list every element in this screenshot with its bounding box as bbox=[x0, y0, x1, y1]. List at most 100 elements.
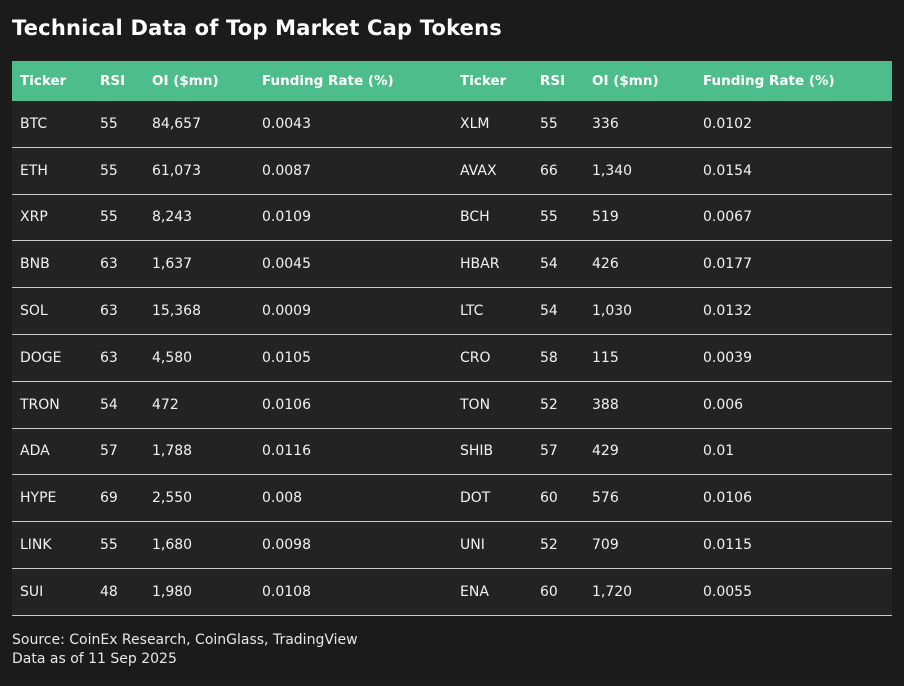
oi-cell: 1,340 bbox=[592, 162, 633, 179]
table-row: XRP 55 8,243 0.0109 BCH 55 519 0.0067 bbox=[12, 194, 892, 242]
oi-cell: 472 bbox=[152, 396, 179, 413]
table-row: BNB 63 1,637 0.0045 HBAR 54 426 0.0177 bbox=[12, 241, 892, 289]
funding-rate-cell: 0.0106 bbox=[262, 396, 311, 413]
ticker-cell: BTC bbox=[20, 115, 48, 132]
rsi-cell: 52 bbox=[540, 537, 558, 554]
oi-cell: 576 bbox=[592, 490, 619, 507]
oi-cell: 61,073 bbox=[152, 162, 201, 179]
oi-cell: 8,243 bbox=[152, 209, 193, 226]
rsi-cell: 60 bbox=[540, 490, 558, 507]
funding-rate-cell: 0.0115 bbox=[703, 537, 752, 554]
table-row: LINK 55 1,680 0.0098 UNI 52 709 0.0115 bbox=[12, 522, 892, 569]
funding-rate-cell: 0.0055 bbox=[703, 583, 752, 600]
table-row: SOL 63 15,368 0.0009 LTC 54 1,030 0.0132 bbox=[12, 288, 892, 335]
funding-rate-cell: 0.0098 bbox=[262, 537, 311, 554]
ticker-cell: XLM bbox=[460, 115, 490, 132]
rsi-cell: 55 bbox=[100, 162, 118, 179]
page-title: Technical Data of Top Market Cap Tokens bbox=[12, 16, 502, 40]
header-cell-oi: OI ($mn) bbox=[152, 73, 219, 89]
table-row: HYPE 69 2,550 0.008 DOT 60 576 0.0106 bbox=[12, 475, 892, 523]
header-cell-ticker: Ticker bbox=[20, 73, 67, 89]
tokens-table: Ticker RSI OI ($mn) Funding Rate (%) Tic… bbox=[12, 61, 892, 616]
header-cell-ticker: Ticker bbox=[460, 73, 507, 89]
ticker-cell: CRO bbox=[460, 349, 491, 366]
funding-rate-cell: 0.01 bbox=[703, 443, 735, 460]
ticker-cell: UNI bbox=[460, 537, 485, 554]
ticker-cell: LINK bbox=[20, 537, 52, 554]
rsi-cell: 55 bbox=[100, 115, 118, 132]
table-row: BTC 55 84,657 0.0043 XLM 55 336 0.0102 bbox=[12, 101, 892, 148]
header-cell-rsi: RSI bbox=[100, 73, 126, 89]
oi-cell: 336 bbox=[592, 115, 619, 132]
funding-rate-cell: 0.0067 bbox=[703, 209, 752, 226]
ticker-cell: XRP bbox=[20, 209, 48, 226]
rsi-cell: 55 bbox=[540, 115, 558, 132]
rsi-cell: 66 bbox=[540, 162, 558, 179]
rsi-cell: 54 bbox=[540, 303, 558, 320]
rsi-cell: 54 bbox=[100, 396, 118, 413]
rsi-cell: 57 bbox=[540, 443, 558, 460]
rsi-cell: 57 bbox=[100, 443, 118, 460]
table-footer: Source: CoinEx Research, CoinGlass, Trad… bbox=[12, 631, 892, 670]
header-cell-funding-rate: Funding Rate (%) bbox=[703, 73, 835, 89]
funding-rate-cell: 0.0154 bbox=[703, 162, 752, 179]
ticker-cell: LTC bbox=[460, 303, 484, 320]
ticker-cell: DOGE bbox=[20, 349, 62, 366]
oi-cell: 15,368 bbox=[152, 303, 201, 320]
table-row: ADA 57 1,788 0.0116 SHIB 57 429 0.01 bbox=[12, 428, 892, 476]
oi-cell: 1,637 bbox=[152, 256, 193, 273]
rsi-cell: 55 bbox=[100, 537, 118, 554]
funding-rate-cell: 0.0108 bbox=[262, 583, 311, 600]
oi-cell: 429 bbox=[592, 443, 619, 460]
funding-rate-cell: 0.0087 bbox=[262, 162, 311, 179]
funding-rate-cell: 0.006 bbox=[703, 396, 744, 413]
oi-cell: 4,580 bbox=[152, 349, 193, 366]
ticker-cell: ADA bbox=[20, 443, 50, 460]
ticker-cell: TRON bbox=[20, 396, 60, 413]
funding-rate-cell: 0.0106 bbox=[703, 490, 752, 507]
table-row: DOGE 63 4,580 0.0105 CRO 58 115 0.0039 bbox=[12, 334, 892, 382]
rsi-cell: 58 bbox=[540, 349, 558, 366]
oi-cell: 1,680 bbox=[152, 537, 193, 554]
rsi-cell: 52 bbox=[540, 396, 558, 413]
oi-cell: 84,657 bbox=[152, 115, 201, 132]
funding-rate-cell: 0.0109 bbox=[262, 209, 311, 226]
ticker-cell: HYPE bbox=[20, 490, 57, 507]
funding-rate-cell: 0.0177 bbox=[703, 256, 752, 273]
table-row: TRON 54 472 0.0106 TON 52 388 0.006 bbox=[12, 381, 892, 429]
ticker-cell: BCH bbox=[460, 209, 490, 226]
ticker-cell: DOT bbox=[460, 490, 491, 507]
rsi-cell: 69 bbox=[100, 490, 118, 507]
oi-cell: 1,788 bbox=[152, 443, 193, 460]
rsi-cell: 48 bbox=[100, 583, 118, 600]
ticker-cell: SHIB bbox=[460, 443, 494, 460]
ticker-cell: TON bbox=[460, 396, 491, 413]
ticker-cell: ETH bbox=[20, 162, 48, 179]
table-header-row: Ticker RSI OI ($mn) Funding Rate (%) Tic… bbox=[12, 61, 892, 101]
oi-cell: 426 bbox=[592, 256, 619, 273]
rsi-cell: 60 bbox=[540, 583, 558, 600]
ticker-cell: AVAX bbox=[460, 162, 497, 179]
oi-cell: 709 bbox=[592, 537, 619, 554]
as-of-line: Data as of 11 Sep 2025 bbox=[12, 651, 177, 668]
funding-rate-cell: 0.0009 bbox=[262, 303, 311, 320]
rsi-cell: 63 bbox=[100, 349, 118, 366]
funding-rate-cell: 0.0105 bbox=[262, 349, 311, 366]
funding-rate-cell: 0.008 bbox=[262, 490, 303, 507]
oi-cell: 115 bbox=[592, 349, 619, 366]
header-cell-funding-rate: Funding Rate (%) bbox=[262, 73, 394, 89]
rsi-cell: 55 bbox=[540, 209, 558, 226]
oi-cell: 1,720 bbox=[592, 583, 633, 600]
ticker-cell: SOL bbox=[20, 303, 48, 320]
table-body: BTC 55 84,657 0.0043 XLM 55 336 0.0102 ETH 55 61,0… bbox=[12, 101, 892, 616]
ticker-cell: HBAR bbox=[460, 256, 500, 273]
rsi-cell: 63 bbox=[100, 303, 118, 320]
rsi-cell: 63 bbox=[100, 256, 118, 273]
funding-rate-cell: 0.0045 bbox=[262, 256, 311, 273]
source-line: Source: CoinEx Research, CoinGlass, Trad… bbox=[12, 631, 358, 648]
header-cell-rsi: RSI bbox=[540, 73, 566, 89]
ticker-cell: BNB bbox=[20, 256, 50, 273]
ticker-cell: SUI bbox=[20, 583, 44, 600]
funding-rate-cell: 0.0116 bbox=[262, 443, 311, 460]
header-cell-oi: OI ($mn) bbox=[592, 73, 659, 89]
